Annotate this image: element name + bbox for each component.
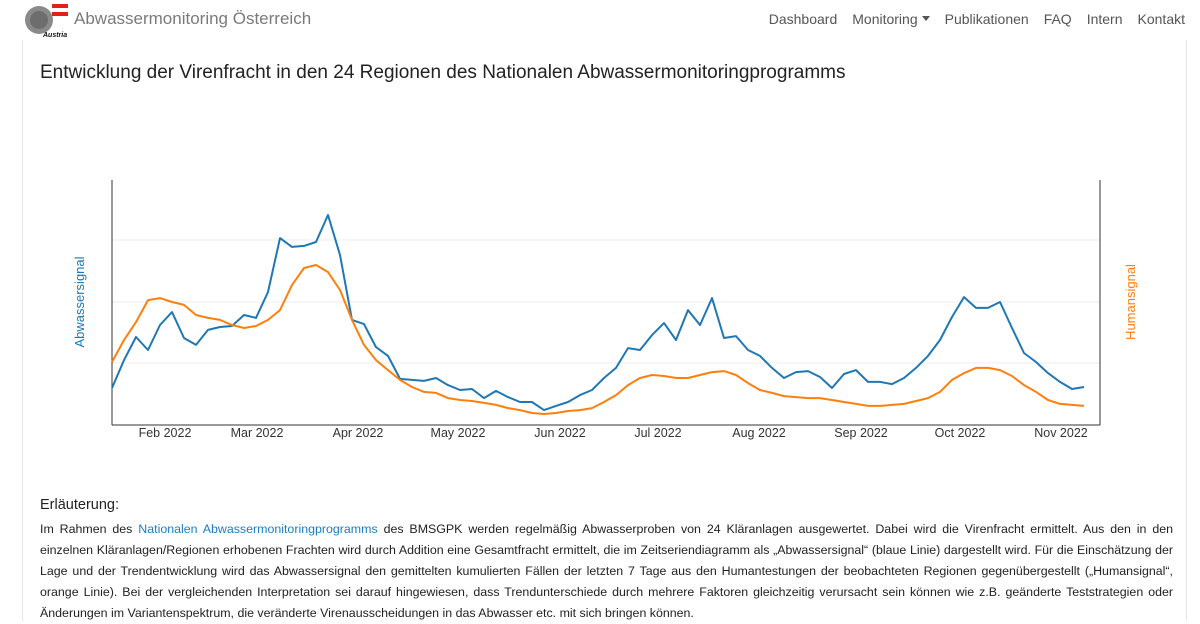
nav-link[interactable]: Publikationen bbox=[944, 11, 1029, 27]
x-tick-label: May 2022 bbox=[431, 426, 486, 440]
explanation-text: Im Rahmen des Nationalen Abwassermonitor… bbox=[40, 519, 1173, 624]
x-tick-label: Mar 2022 bbox=[231, 426, 284, 440]
content-card bbox=[22, 40, 1187, 621]
flag-stripe bbox=[52, 8, 68, 12]
brand[interactable]: Abwassermonitoring Österreich bbox=[74, 9, 312, 28]
explanation-heading: Erläuterung: bbox=[40, 497, 119, 513]
y-axis-title: Abwassersignal bbox=[72, 256, 87, 347]
flag-stripe bbox=[52, 4, 68, 8]
logo-virus-core bbox=[30, 11, 48, 29]
text: des BMSGPK werden regelmäßig Abwasserpro… bbox=[40, 522, 1173, 620]
y2-axis-title: Humansignal bbox=[1123, 264, 1138, 340]
series-line bbox=[111, 214, 1085, 412]
nav-links: Dashboard Monitoring Publikationen FAQ I… bbox=[769, 11, 1185, 27]
x-tick-label: Apr 2022 bbox=[333, 426, 384, 440]
nav-link[interactable]: Kontakt bbox=[1137, 11, 1185, 27]
chart: Abwassersignal Humansignal Feb 2022 Mar 2… bbox=[72, 180, 1138, 440]
x-tick-label: Oct 2022 bbox=[935, 426, 986, 440]
x-tick-label: Aug 2022 bbox=[732, 426, 786, 440]
nav-link[interactable]: Monitoring bbox=[852, 11, 929, 27]
series-line bbox=[111, 264, 1085, 415]
link[interactable]: Nationalen Abwassermonitoringprogramms bbox=[138, 522, 378, 536]
x-tick-label: Jul 2022 bbox=[634, 426, 681, 440]
nav-link[interactable]: Dashboard bbox=[768, 11, 838, 27]
x-tick-label: Nov 2022 bbox=[1034, 426, 1088, 440]
nav-link[interactable]: FAQ bbox=[1043, 11, 1072, 27]
flag-stripe bbox=[52, 12, 68, 16]
text: Im Rahmen des bbox=[40, 522, 133, 536]
x-tick-label: Jun 2022 bbox=[534, 426, 585, 440]
chart-title: Entwicklung der Virenfracht in den 24 Re… bbox=[40, 62, 846, 83]
logo[interactable]: Austria bbox=[22, 2, 70, 40]
x-tick-label: Sep 2022 bbox=[834, 426, 888, 440]
logo-badge: Austria bbox=[42, 32, 67, 39]
nav-link[interactable]: Intern bbox=[1086, 11, 1123, 27]
navbar: Austria Abwassermonitoring Österreich Da… bbox=[0, 0, 1200, 40]
x-tick-label: Feb 2022 bbox=[139, 426, 192, 440]
